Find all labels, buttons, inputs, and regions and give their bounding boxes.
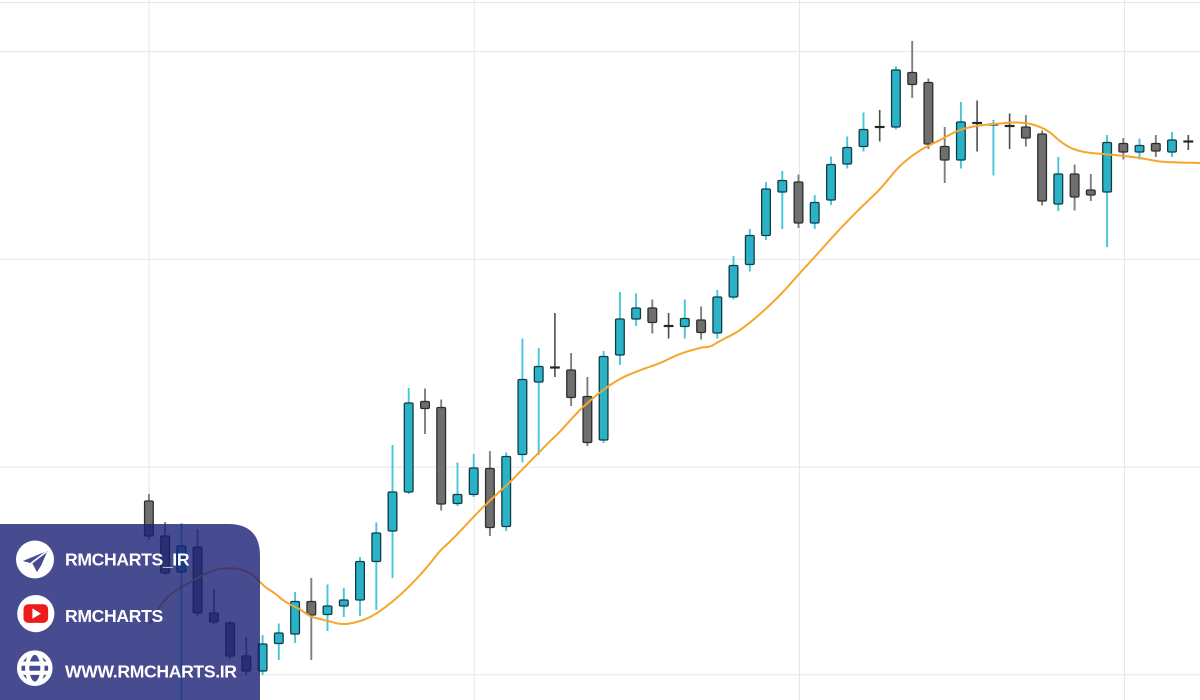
svg-text:WWW.RMCHARTS.IR: WWW.RMCHARTS.IR <box>65 661 237 681</box>
svg-text:RMCHARTS_IR: RMCHARTS_IR <box>65 550 190 570</box>
svg-text:RMCHARTS: RMCHARTS <box>65 606 163 626</box>
